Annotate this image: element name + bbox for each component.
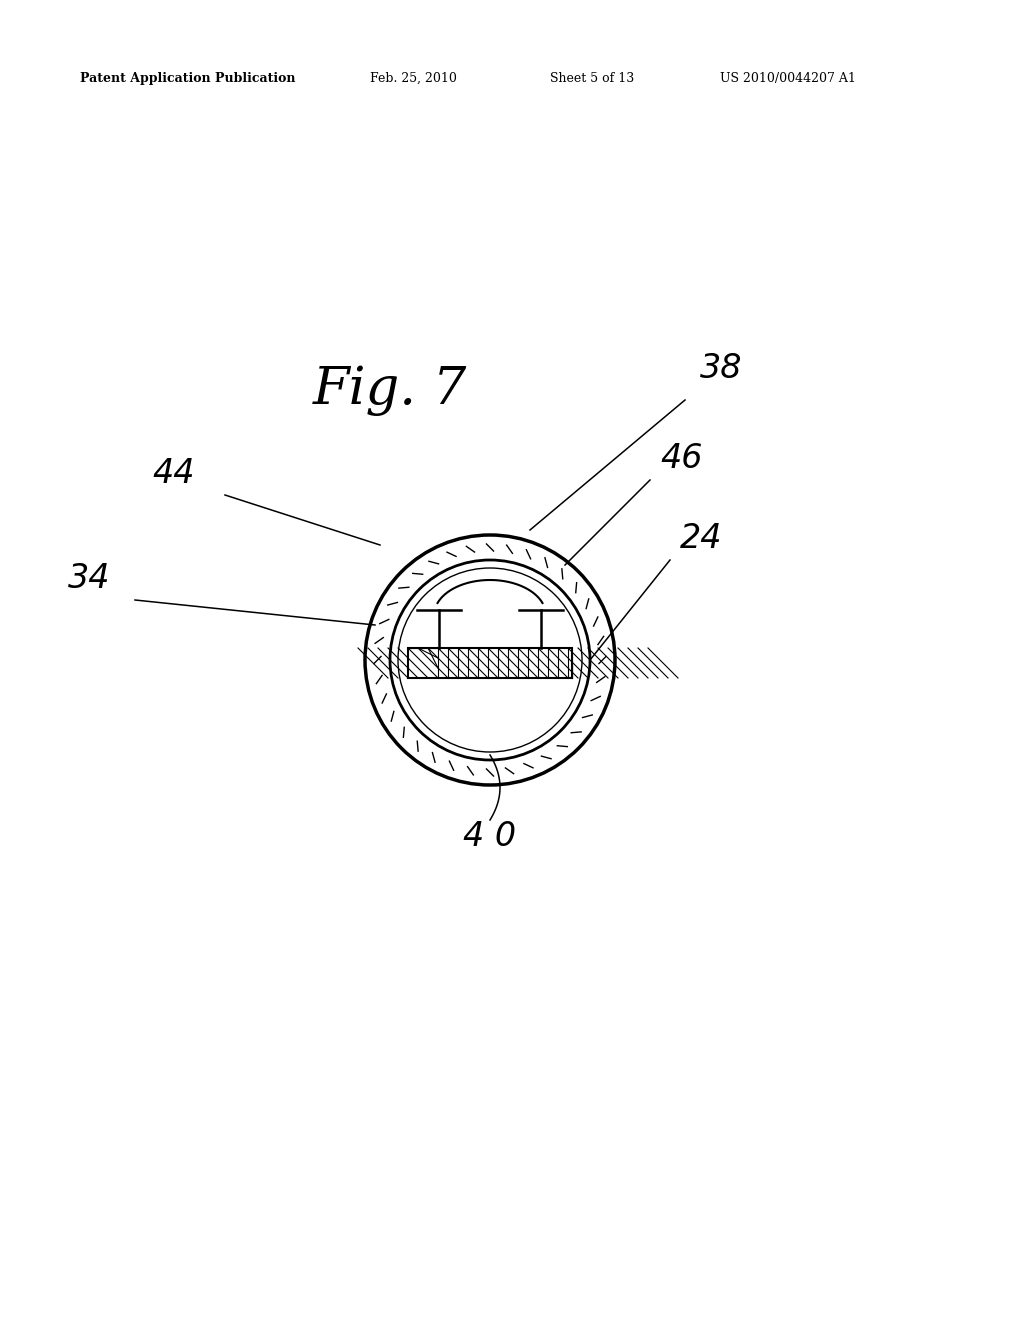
Text: Feb. 25, 2010: Feb. 25, 2010 bbox=[370, 73, 457, 84]
Text: US 2010/0044207 A1: US 2010/0044207 A1 bbox=[720, 73, 856, 84]
Bar bbox=[408, 648, 572, 678]
Text: 4 0: 4 0 bbox=[464, 820, 516, 853]
Text: 38: 38 bbox=[700, 352, 742, 385]
Text: 44: 44 bbox=[153, 457, 195, 490]
Text: 46: 46 bbox=[660, 442, 702, 475]
Text: 24: 24 bbox=[680, 521, 723, 554]
Text: Patent Application Publication: Patent Application Publication bbox=[80, 73, 296, 84]
Text: Sheet 5 of 13: Sheet 5 of 13 bbox=[550, 73, 634, 84]
Text: 34: 34 bbox=[68, 562, 110, 595]
Text: Fig. 7: Fig. 7 bbox=[313, 364, 467, 416]
